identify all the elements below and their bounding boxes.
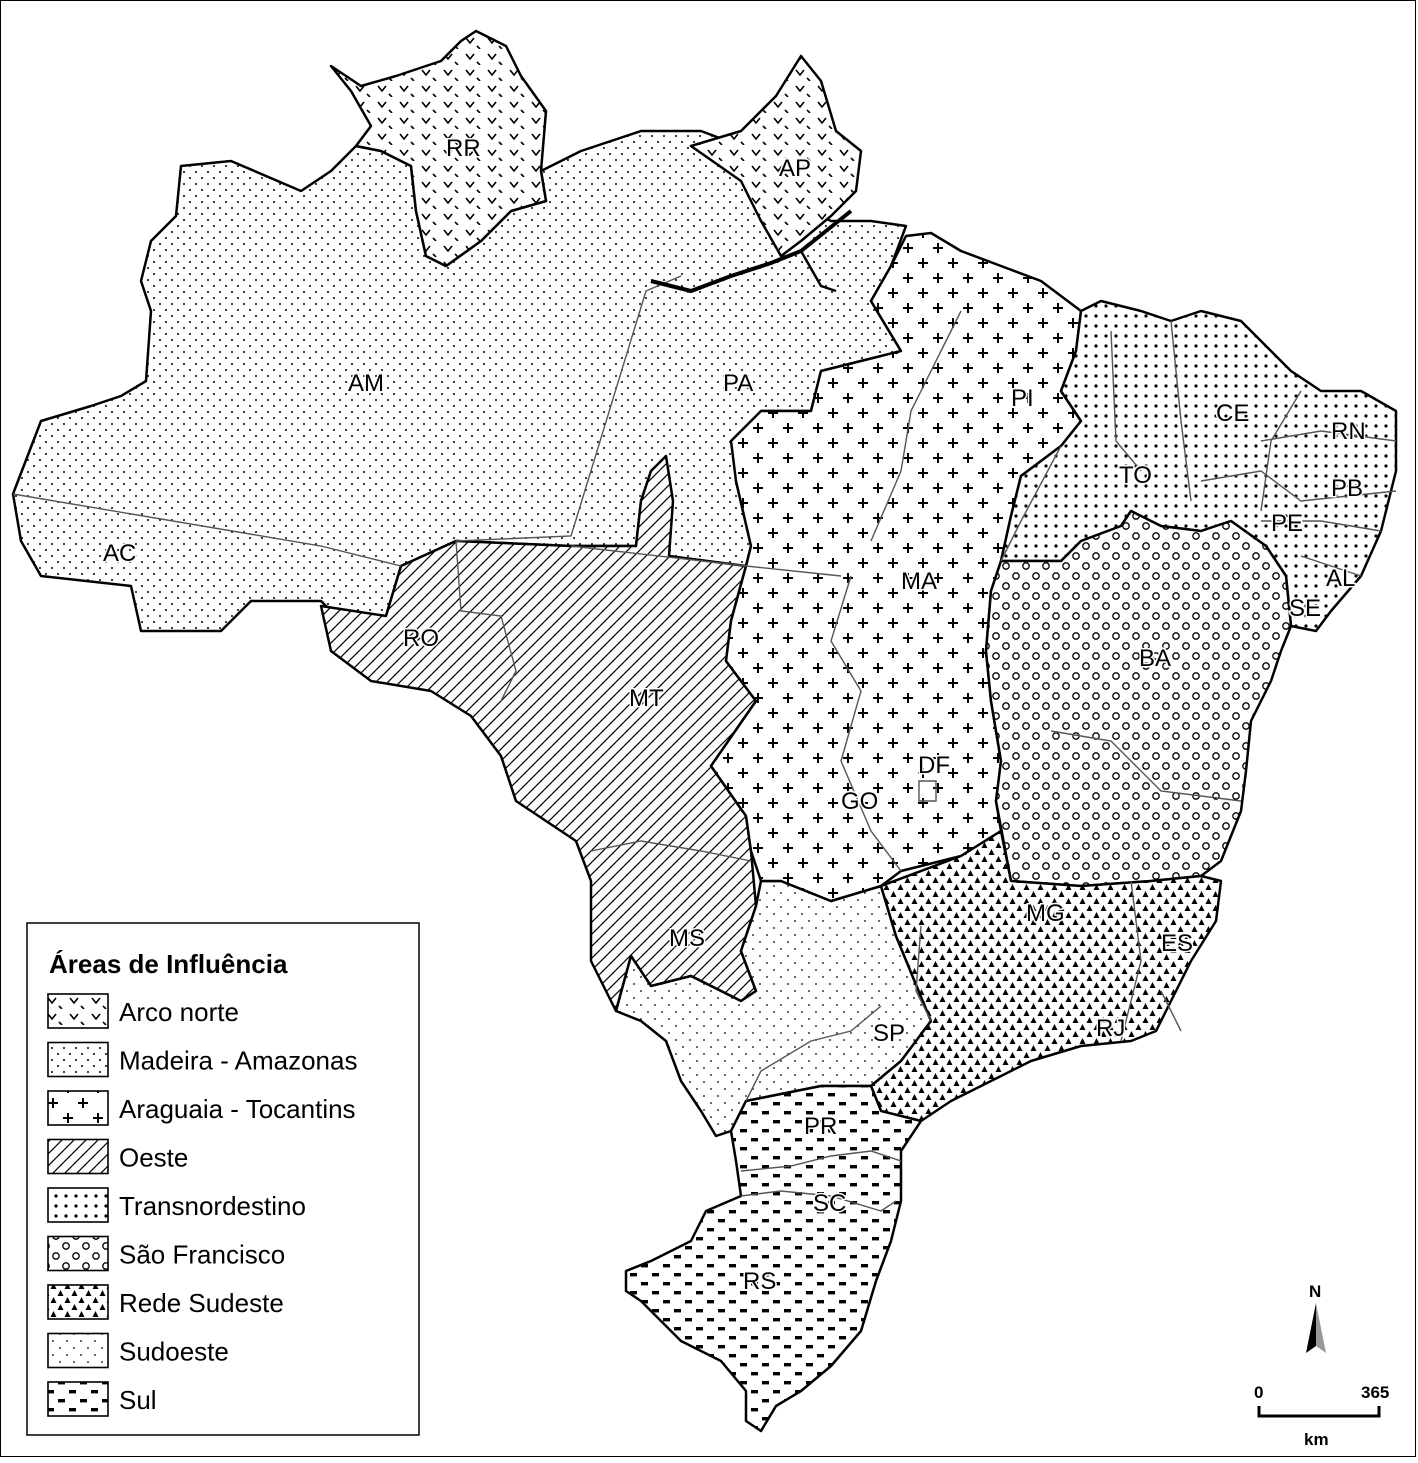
legend-label: Sul bbox=[119, 1385, 157, 1415]
region-sao-francisco bbox=[984, 509, 1293, 888]
region-arco-norte-ap bbox=[689, 54, 863, 258]
legend-label: Rede Sudeste bbox=[119, 1288, 284, 1318]
region-oeste bbox=[319, 454, 758, 1013]
tocantins-river bbox=[799, 250, 837, 293]
scale-bar: 0 365 km bbox=[1254, 1383, 1389, 1449]
state-label-pr: PR bbox=[804, 1113, 837, 1140]
state-label-rs: RS bbox=[743, 1268, 776, 1295]
legend-label: Transnordestino bbox=[119, 1191, 306, 1221]
scale-unit: km bbox=[1304, 1430, 1329, 1449]
state-label-sp: SP bbox=[873, 1020, 905, 1047]
state-label-pe: PE bbox=[1271, 510, 1303, 537]
legend-swatch-plus bbox=[47, 1090, 109, 1126]
legend-label: São Francisco bbox=[119, 1240, 285, 1270]
legend: Áreas de Influência Arco norte Madeira - … bbox=[26, 922, 420, 1436]
legend-label: Madeira - Amazonas bbox=[119, 1046, 357, 1076]
legend-item: Sul bbox=[47, 1381, 157, 1417]
state-label-am: AM bbox=[348, 370, 384, 397]
state-label-ro: RO bbox=[403, 625, 439, 652]
legend-swatch-circles bbox=[47, 1235, 109, 1272]
legend-item: Madeira - Amazonas bbox=[47, 1041, 357, 1078]
legend-label: Oeste bbox=[119, 1143, 188, 1173]
region-arco-norte-rr bbox=[329, 29, 548, 268]
state-label-df: DF bbox=[918, 752, 950, 779]
legend-item: Oeste bbox=[47, 1138, 188, 1175]
state-label-ce: CE bbox=[1216, 400, 1249, 427]
amazon-river bbox=[650, 209, 853, 294]
state-label-sc: SC bbox=[813, 1190, 846, 1217]
legend-swatch-triangles bbox=[47, 1284, 109, 1320]
legend-swatch-fine-dots bbox=[47, 1332, 109, 1369]
state-label-ap: AP bbox=[779, 155, 811, 182]
legend-swatch-dashes bbox=[47, 1381, 109, 1417]
state-label-se: SE bbox=[1289, 595, 1321, 622]
state-label-pa: PA bbox=[723, 370, 753, 397]
legend-label: Arco norte bbox=[119, 997, 239, 1027]
region-sul bbox=[624, 1084, 923, 1433]
legend-label: Sudoeste bbox=[119, 1337, 229, 1367]
legend-item: Rede Sudeste bbox=[47, 1284, 284, 1320]
state-label-mg: MG bbox=[1026, 900, 1065, 927]
legend-item: São Francisco bbox=[47, 1235, 285, 1272]
legend-title: Áreas de Influência bbox=[49, 949, 288, 979]
state-label-rn: RN bbox=[1331, 418, 1366, 445]
state-labels: RR AP AM PA AC RO MT MA PI TO CE RN PB P… bbox=[102, 134, 1368, 1297]
influence-regions bbox=[11, 29, 1398, 1433]
legend-swatch-diagonal-hatch bbox=[47, 1138, 109, 1175]
state-borders bbox=[12, 275, 1397, 1212]
state-label-to: TO bbox=[1119, 462, 1152, 489]
state-label-pb: PB bbox=[1331, 475, 1363, 502]
state-label-es: ES bbox=[1161, 930, 1193, 957]
state-label-mt: MT bbox=[629, 685, 664, 712]
state-label-ac: AC bbox=[103, 540, 136, 567]
state-label-rr: RR bbox=[446, 135, 481, 162]
state-label-go: GO bbox=[841, 788, 878, 815]
state-label-ba: BA bbox=[1139, 645, 1171, 672]
legend-label: Araguaia - Tocantins bbox=[119, 1094, 356, 1124]
state-label-pi: PI bbox=[1011, 385, 1034, 412]
scale-end: 365 bbox=[1361, 1383, 1389, 1402]
legend-swatch-sparse-dots bbox=[47, 1041, 109, 1078]
compass-arrow-icon bbox=[1306, 1303, 1316, 1353]
legend-item: Transnordestino bbox=[47, 1187, 306, 1223]
state-label-ma: MA bbox=[901, 568, 937, 595]
legend-item: Sudoeste bbox=[47, 1332, 229, 1369]
legend-items: Arco norte Madeira - Amazonas Araguaia - T… bbox=[47, 993, 357, 1417]
compass-label: N bbox=[1309, 1282, 1321, 1301]
state-label-al: AL bbox=[1326, 565, 1355, 592]
legend-item: Arco norte bbox=[47, 993, 239, 1029]
legend-item: Araguaia - Tocantins bbox=[47, 1090, 356, 1126]
state-label-rj: RJ bbox=[1096, 1015, 1125, 1042]
legend-swatch-dense-dots bbox=[47, 1187, 109, 1223]
state-label-ms: MS bbox=[669, 925, 705, 952]
north-arrow: N bbox=[1306, 1282, 1326, 1353]
legend-swatch-chevron bbox=[47, 993, 109, 1029]
scale-start: 0 bbox=[1254, 1383, 1263, 1402]
